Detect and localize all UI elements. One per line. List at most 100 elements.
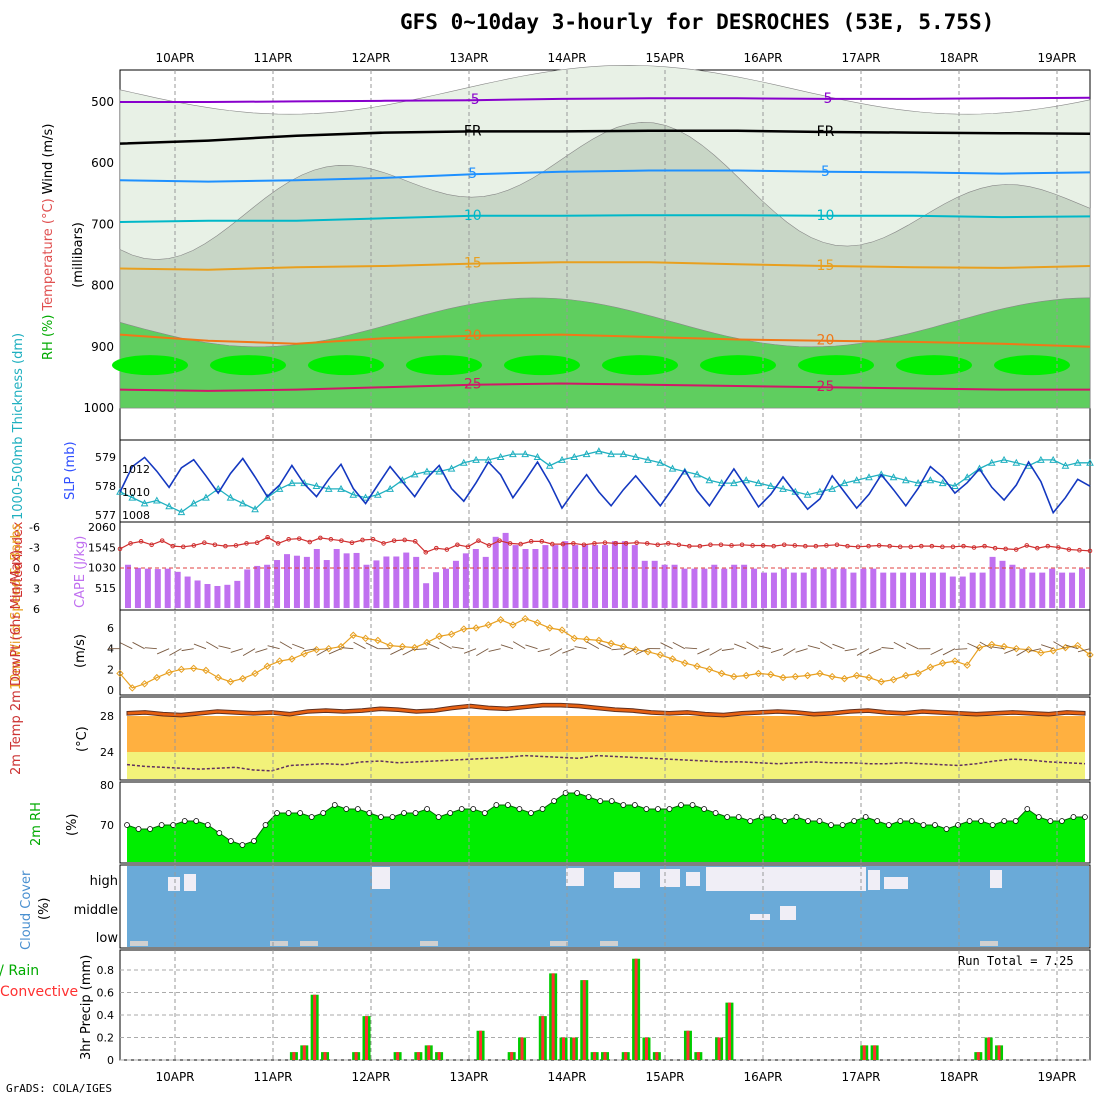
wind-barb	[832, 643, 845, 650]
thickness-marker	[742, 476, 751, 484]
precip-conv-bar	[634, 958, 638, 1060]
wind-barb	[1041, 644, 1054, 650]
wind-barb	[512, 641, 526, 650]
li-marker	[855, 544, 861, 550]
thickness-marker	[202, 493, 210, 501]
cape-bar	[433, 572, 440, 608]
wind-barb	[193, 643, 207, 650]
cape-bar	[234, 580, 241, 608]
thickness-marker	[435, 467, 444, 475]
cape-bar	[920, 572, 926, 608]
li-marker	[813, 543, 819, 549]
wind-barb	[1065, 644, 1078, 650]
chart-title: GFS 0~10day 3-hourly for DESROCHES (53E,…	[400, 10, 995, 34]
cape-bar	[820, 568, 827, 608]
panel-frame	[119, 609, 1091, 696]
thickness-marker	[496, 452, 505, 460]
wind-barb	[1004, 648, 1017, 654]
cape-bar	[691, 568, 698, 608]
cloud-row-label: high	[90, 874, 118, 889]
rh-marker	[643, 806, 650, 812]
li-marker	[434, 545, 439, 551]
wind-barb	[783, 648, 796, 657]
thickness-marker	[852, 476, 861, 484]
wind-marker	[902, 671, 910, 680]
thickness-marker	[951, 481, 959, 489]
li-marker	[644, 541, 650, 546]
li-marker	[370, 537, 376, 542]
rh-marker	[401, 810, 407, 816]
rh-marker	[297, 810, 303, 816]
cape-bar	[264, 564, 271, 608]
thickness-marker	[938, 479, 947, 487]
rh-marker	[251, 838, 257, 844]
thickness-marker	[128, 493, 137, 501]
panel-rh2m: 70 80 2m RH (%)	[29, 779, 1091, 864]
date-label-bottom: 19APR	[1037, 1070, 1076, 1084]
wind-barb	[292, 643, 305, 650]
wind-barb	[611, 648, 624, 651]
cape-bar	[313, 549, 320, 608]
wind-barb	[1077, 648, 1091, 653]
li-marker	[381, 541, 386, 546]
rh-marker	[308, 814, 315, 820]
wind-tick: 0	[107, 684, 114, 697]
cape-bar	[651, 560, 658, 608]
wind-marker	[177, 665, 186, 674]
precip-conv-bar	[313, 994, 317, 1060]
rh-marker	[909, 818, 915, 824]
date-label-top: 17APR	[841, 51, 880, 65]
rh-marker	[343, 806, 350, 812]
cape-bar	[780, 568, 787, 608]
li-marker	[623, 541, 629, 546]
wind-barb	[341, 647, 354, 650]
cloud-high-patch	[168, 877, 180, 891]
thickness-marker	[987, 458, 996, 466]
contour-label: FR	[464, 123, 482, 139]
precip-conv-bar	[551, 973, 555, 1060]
cape-bar	[144, 568, 151, 608]
wind-barb	[574, 646, 587, 650]
cape-bar	[423, 583, 430, 608]
wind-marker	[374, 636, 382, 645]
li-marker	[507, 541, 513, 546]
wind-marker	[263, 662, 272, 670]
date-label-bottom: 16APR	[743, 1070, 782, 1084]
precip-tick: 0.2	[97, 1032, 115, 1045]
cape-bar	[790, 572, 797, 608]
li-marker	[845, 543, 850, 549]
cloud-high-patch	[884, 877, 908, 889]
cape-bar	[134, 567, 141, 608]
cloud-high-patch	[660, 869, 680, 887]
cape-bar	[800, 572, 807, 608]
cloud-low-patch	[600, 941, 618, 946]
thickness-marker	[816, 487, 824, 495]
cape-bar	[443, 568, 449, 608]
rh-marker	[620, 802, 627, 808]
wind-barb	[390, 648, 403, 655]
wind-barb	[1016, 648, 1029, 656]
rh-marker	[493, 802, 500, 808]
precip-conv-bar	[510, 1052, 514, 1060]
thickness-marker	[337, 484, 345, 492]
li-marker	[497, 538, 502, 543]
wind-marker	[631, 645, 640, 654]
wind-barb	[316, 648, 329, 656]
cape-bar	[1059, 572, 1066, 608]
rh-marker	[262, 822, 269, 828]
cape-bar	[840, 568, 847, 608]
li-tick: -6	[29, 521, 40, 534]
thickness-marker	[668, 464, 677, 472]
rh-marker	[608, 798, 615, 804]
rh-core-90	[602, 355, 678, 376]
rh-marker	[285, 810, 292, 816]
cape-bar	[830, 568, 837, 608]
thickness-marker	[865, 473, 873, 481]
cape-bar	[611, 541, 618, 608]
cape-bar	[860, 568, 867, 608]
rh-marker	[228, 838, 234, 844]
cape-bar	[880, 572, 887, 608]
wind-barb	[672, 641, 686, 650]
ylabel-part: RH (%)	[41, 315, 56, 360]
